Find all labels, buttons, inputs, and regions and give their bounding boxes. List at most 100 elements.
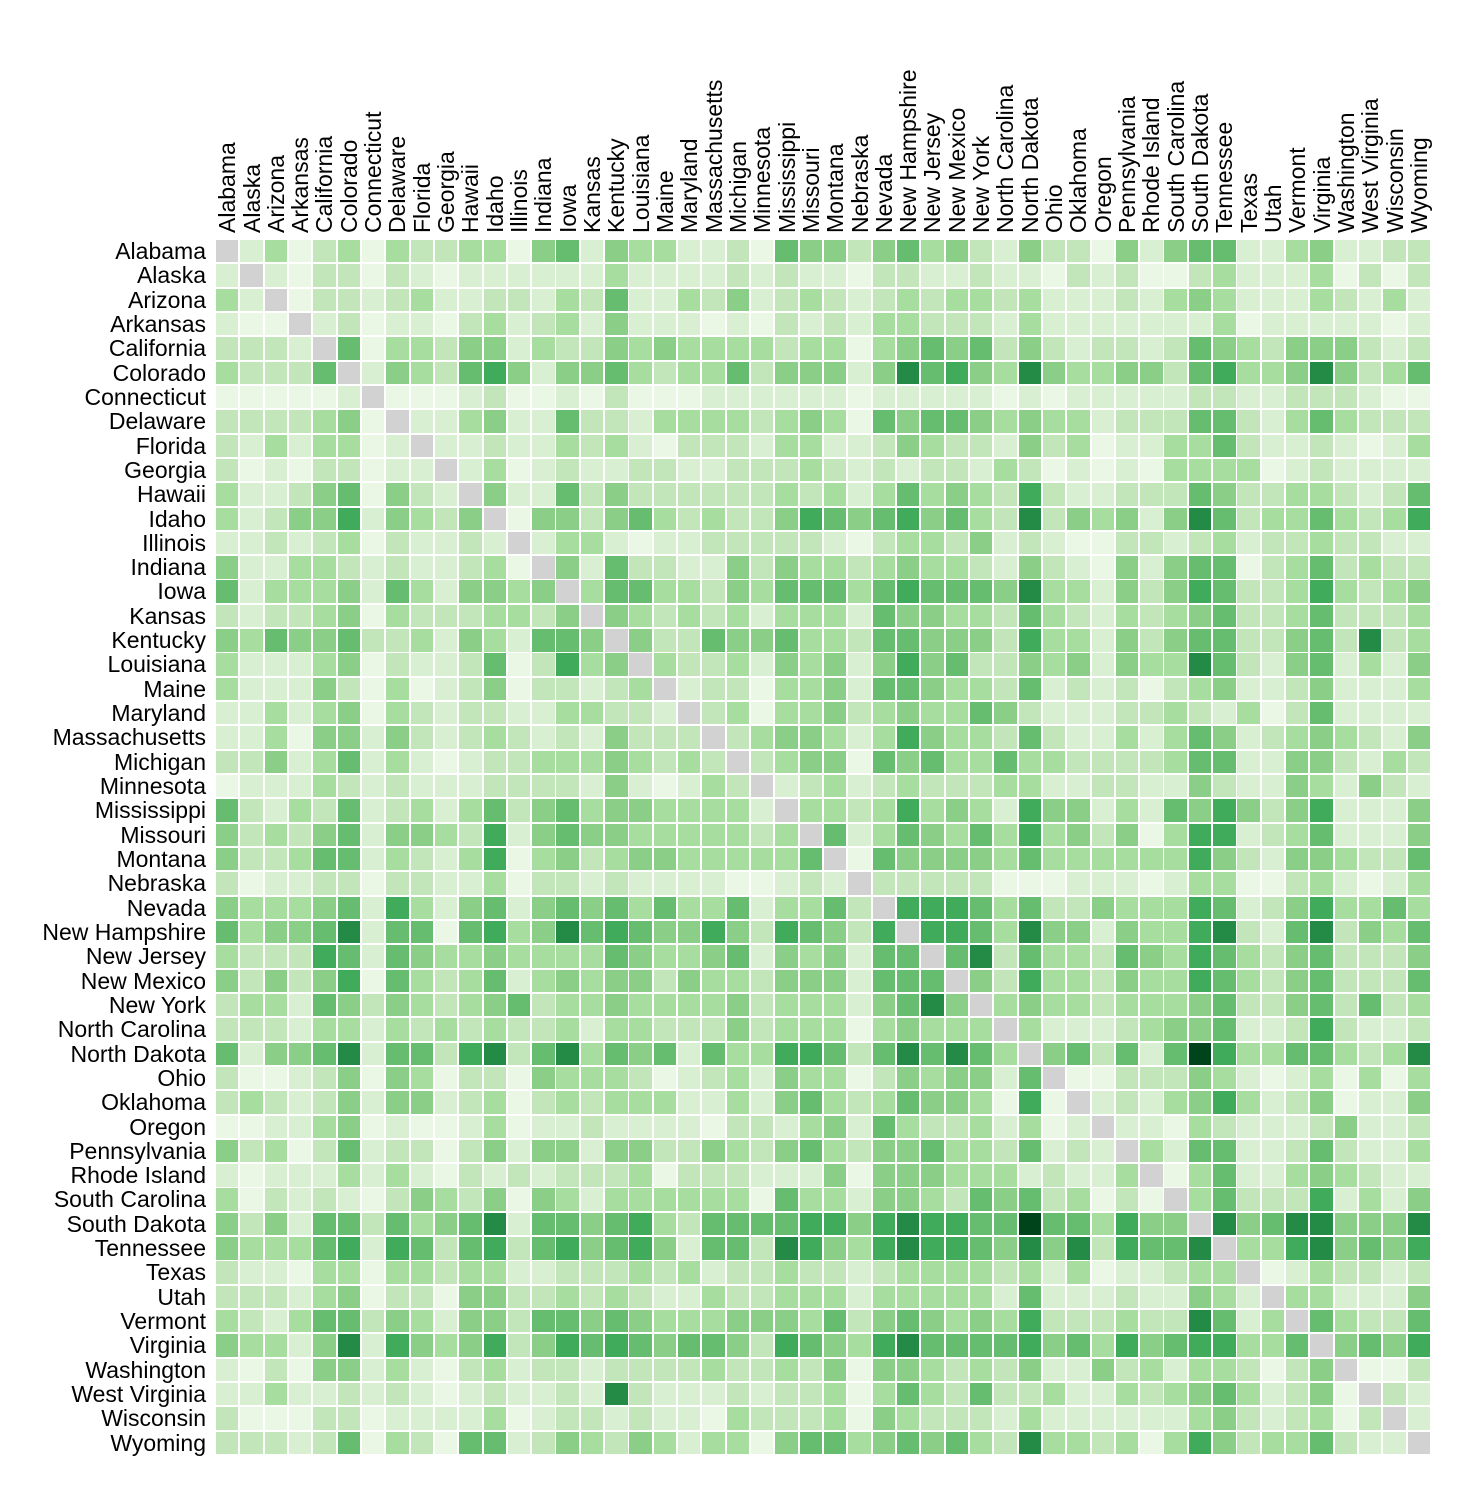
heatmap-cell (556, 288, 579, 312)
heatmap-cell (216, 1237, 239, 1260)
heatmap-cell (1140, 993, 1163, 1017)
heatmap-cell (1286, 969, 1309, 992)
heatmap-cell (240, 1383, 263, 1406)
heatmap-cell (629, 1261, 652, 1284)
heatmap-cell (1042, 361, 1066, 384)
col-label: North Dakota (1016, 97, 1043, 233)
heatmap-cell (1091, 288, 1114, 312)
heatmap-cell (580, 604, 604, 628)
heatmap-cell (483, 896, 506, 920)
heatmap-cell (580, 1358, 604, 1382)
heatmap-cell (1334, 702, 1358, 725)
heatmap-cell (1018, 1334, 1041, 1357)
heatmap-cell (313, 507, 336, 530)
heatmap-cell (532, 264, 555, 287)
heatmap-cell (994, 507, 1017, 530)
heatmap-cell (1188, 775, 1212, 798)
heatmap-cell (1018, 1237, 1041, 1260)
heatmap-cell (483, 434, 506, 457)
heatmap-cell (532, 872, 555, 895)
heatmap-cell (386, 1066, 409, 1090)
heatmap-cell (240, 872, 263, 895)
heatmap-cell (945, 1018, 968, 1041)
heatmap-cell (1286, 1164, 1309, 1187)
heatmap-cell (1213, 580, 1236, 603)
heatmap-cell (678, 580, 701, 603)
heatmap-cell (264, 1431, 288, 1455)
heatmap-cell (726, 312, 750, 336)
heatmap-cell (921, 848, 944, 871)
heatmap-cell (1310, 1407, 1333, 1430)
heatmap-cell (1164, 434, 1187, 457)
heatmap-cell (678, 1066, 701, 1090)
heatmap-cell (580, 264, 604, 287)
heatmap-cell (1310, 945, 1333, 968)
heatmap-cell (1261, 337, 1285, 360)
heatmap-cell (1237, 945, 1260, 968)
heatmap-cell (629, 945, 652, 968)
heatmap-cell (1188, 1310, 1212, 1333)
heatmap-cell (1310, 531, 1333, 555)
heatmap-cell (945, 702, 968, 725)
heatmap-cell (313, 677, 336, 701)
heatmap-cell (1115, 969, 1139, 992)
heatmap-cell (386, 410, 409, 433)
heatmap-cell (969, 1261, 993, 1284)
heatmap-cell (678, 1431, 701, 1455)
heatmap-cell (216, 823, 239, 847)
heatmap-cell (872, 726, 896, 749)
heatmap-cell (580, 312, 604, 336)
heatmap-cell (1018, 312, 1041, 336)
heatmap-cell (313, 1188, 336, 1211)
heatmap-cell (678, 1042, 701, 1065)
heatmap-cell (726, 702, 750, 725)
heatmap-cell (483, 410, 506, 433)
heatmap-cell (969, 288, 993, 312)
heatmap-cell (945, 1358, 968, 1382)
heatmap-cell (1310, 410, 1333, 433)
heatmap-cell (1188, 993, 1212, 1017)
heatmap-cell (1115, 1042, 1139, 1065)
heatmap-cell (994, 288, 1017, 312)
heatmap-cell (848, 240, 871, 263)
heatmap-cell (945, 1285, 968, 1309)
heatmap-cell (629, 1237, 652, 1260)
heatmap-cell (994, 1407, 1017, 1430)
heatmap-cell (1188, 361, 1212, 384)
heatmap-cell (896, 1212, 920, 1236)
heatmap-cell (216, 872, 239, 895)
heatmap-cell (434, 458, 458, 482)
heatmap-cell (1115, 1237, 1139, 1260)
heatmap-cell (1042, 288, 1066, 312)
heatmap-cell (1261, 385, 1285, 409)
heatmap-cell (653, 1188, 677, 1211)
heatmap-cell (1286, 1115, 1309, 1138)
heatmap-cell (1140, 1261, 1163, 1284)
heatmap-cell (945, 1091, 968, 1114)
heatmap-cell (653, 1212, 677, 1236)
heatmap-cell (1407, 1212, 1431, 1236)
heatmap-cell (240, 361, 263, 384)
heatmap-cell (1188, 604, 1212, 628)
heatmap-cell (896, 264, 920, 287)
heatmap-cell (1407, 629, 1431, 652)
heatmap-cell (1334, 1115, 1358, 1138)
heatmap-cell (799, 1431, 823, 1455)
heatmap-cell (288, 993, 312, 1017)
heatmap-cell (1261, 775, 1285, 798)
heatmap-cell (459, 775, 482, 798)
heatmap-cell (799, 726, 823, 749)
heatmap-cell (1359, 848, 1382, 871)
heatmap-cell (361, 1188, 385, 1211)
row-label: Kentucky (111, 627, 206, 654)
row-label: Maine (143, 675, 206, 702)
col-label: Kentucky (603, 138, 630, 233)
heatmap-cell (1042, 775, 1066, 798)
heatmap-cell (1115, 1431, 1139, 1455)
heatmap-cell (775, 1188, 798, 1211)
heatmap-cell (678, 1310, 701, 1333)
heatmap-cell (216, 580, 239, 603)
heatmap-cell (1164, 312, 1187, 336)
heatmap-cell (751, 1237, 774, 1260)
heatmap-cell (1188, 702, 1212, 725)
